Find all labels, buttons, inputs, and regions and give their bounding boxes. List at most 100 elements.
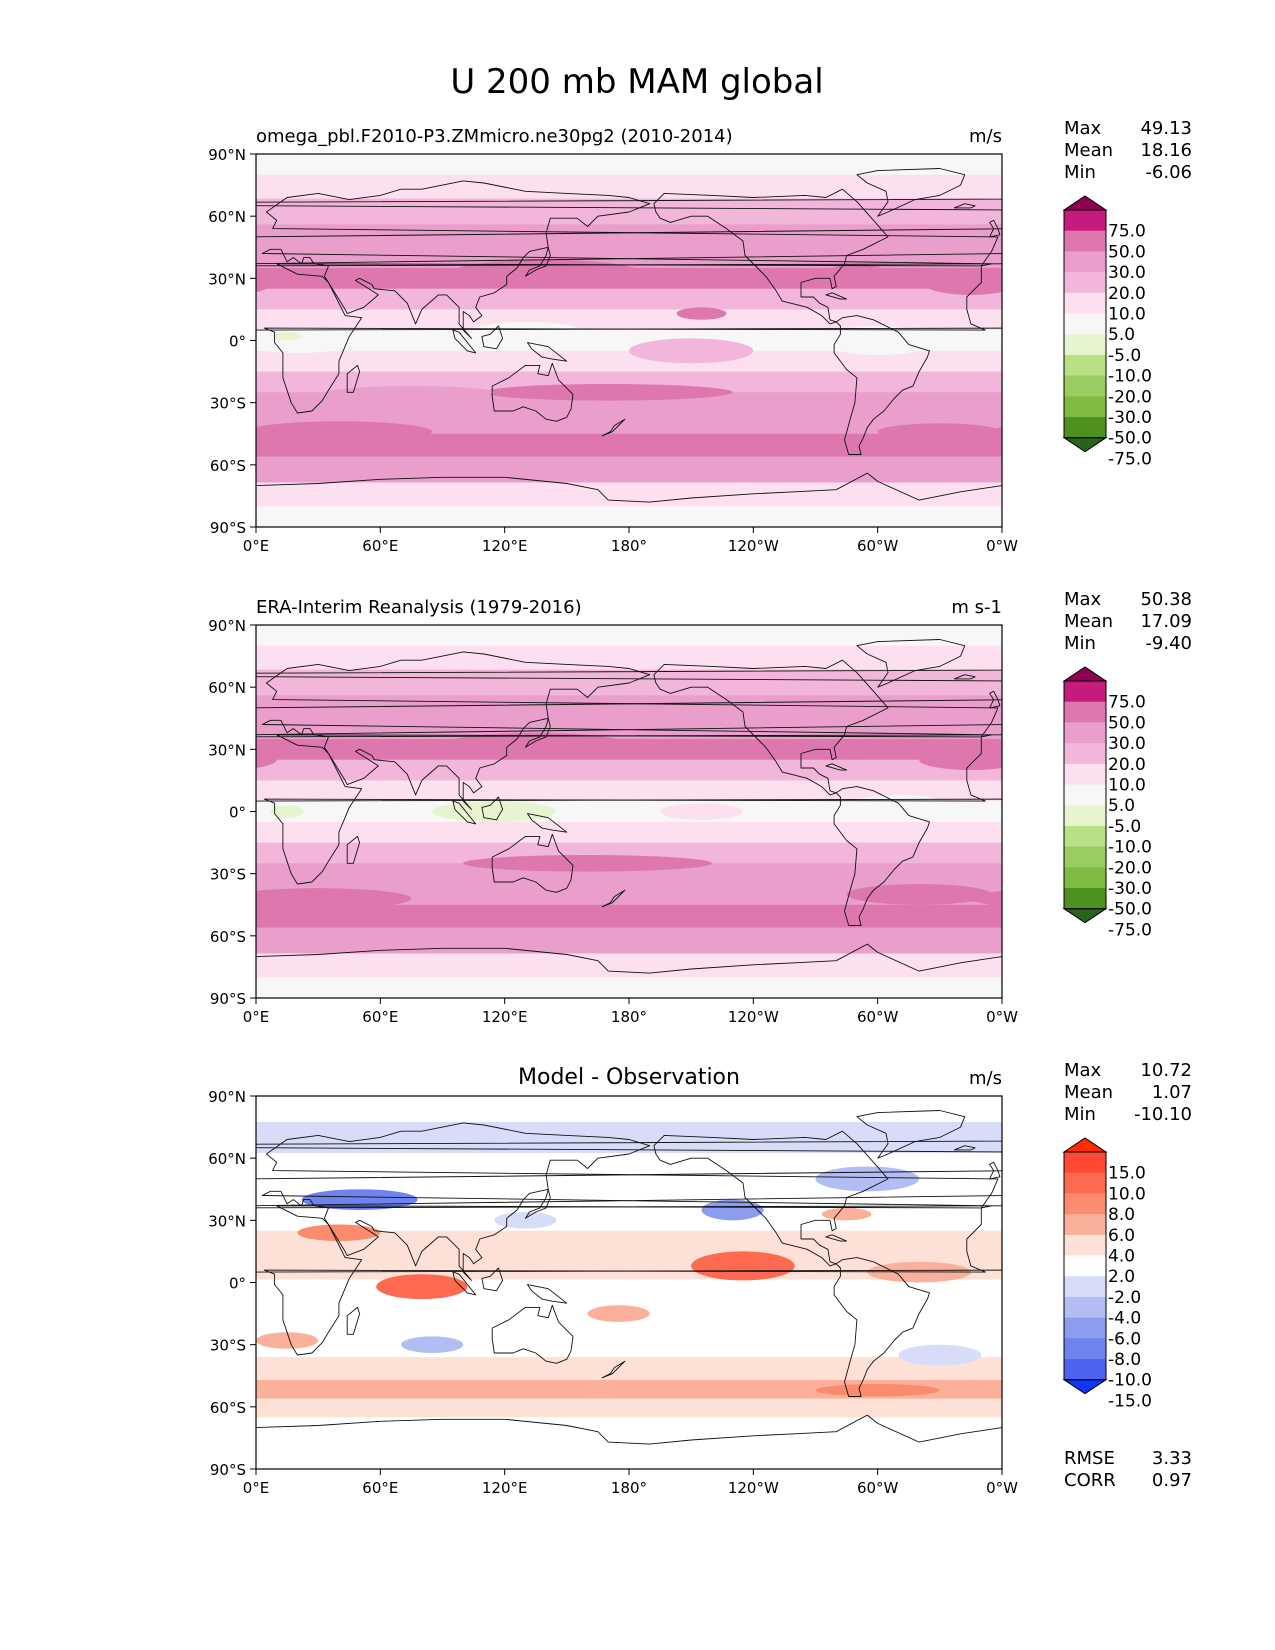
stat-value: -6.06: [1145, 162, 1192, 183]
contour-region: [401, 1336, 464, 1353]
panel-1-fill: [101, 625, 1275, 998]
colorbar-box: [1064, 888, 1106, 910]
japan-coastline: [524, 1188, 551, 1219]
panel-2-colorbar: 15.010.08.06.04.02.0-2.0-4.0-6.0-8.0-10.…: [1062, 1137, 1152, 1411]
contour-region: [463, 321, 588, 347]
africa-coastline: [263, 1205, 986, 1356]
lon-tick-label: 0°E: [243, 537, 270, 555]
sumatra-coastline: [452, 329, 477, 354]
latitude-band: [256, 977, 1002, 998]
colorbar-box: [1064, 1172, 1106, 1194]
latitude-band: [256, 821, 1002, 844]
lat-tick-label: 30°N: [208, 1212, 246, 1230]
sumatra-coastline: [452, 800, 477, 825]
lat-tick-label: 90°N: [208, 146, 246, 164]
colorbar-extend-bottom: [1062, 437, 1108, 453]
colorbar-box: [1064, 1152, 1106, 1174]
colorbar-box: [1064, 210, 1106, 232]
lon-tick-label: 0°W: [986, 537, 1018, 555]
lat-tick-label: 90°N: [208, 617, 246, 635]
colorbar-tick-label: -10.0: [1108, 838, 1152, 858]
contour-region: [1017, 805, 1050, 817]
colorbar-box: [1064, 1214, 1106, 1236]
contour-region: [272, 332, 302, 341]
stat-label: Max: [1064, 118, 1102, 139]
colorbar-tick-label: 4.0: [1108, 1247, 1135, 1267]
latitude-band: [256, 433, 1002, 458]
contour-region: [256, 1332, 319, 1349]
contour-region: [101, 884, 246, 905]
lat-tick-label: 0°: [229, 1275, 246, 1293]
contour-region: [846, 884, 992, 905]
latitude-band: [256, 154, 1002, 176]
africa-coastline: [263, 734, 986, 885]
eurasia-coastline: [261, 180, 999, 339]
colorbar-box: [1064, 375, 1106, 397]
latitude-band: [256, 330, 1002, 352]
colorbar-outline: [1063, 209, 1107, 439]
lat-tick-label: 0°: [229, 804, 246, 822]
antarctica-coastline: [256, 943, 1002, 998]
contour-region: [676, 307, 727, 320]
greenland-coastline: [856, 168, 966, 217]
latitude-band: [256, 267, 1002, 290]
colorbar-extend-top: [1062, 195, 1108, 211]
latitude-band: [256, 884, 1002, 906]
colorbar-box: [1064, 417, 1106, 439]
colorbar-tick-label: 10.0: [1108, 776, 1146, 796]
uk-coastline: [989, 690, 1001, 709]
contour-region: [74, 326, 190, 355]
panel-0-title: omega_pbl.F2010-P3.ZMmicro.ne30pg2 (2010…: [256, 126, 733, 147]
greenland-coastline: [856, 1110, 966, 1159]
latitude-band: [256, 456, 1002, 484]
lon-tick-label: 180°: [611, 537, 647, 555]
latitude-band: [256, 224, 1002, 248]
latitude-band: [256, 174, 1002, 200]
contour-region: [819, 325, 936, 356]
iceland-coastline: [953, 674, 976, 680]
madagascar-coastline: [346, 1306, 361, 1335]
contour-region: [1230, 384, 1275, 401]
latitude-band: [256, 718, 1002, 740]
uk-coastline: [989, 219, 1001, 238]
contour-region: [328, 386, 495, 399]
lon-tick-label: 0°E: [243, 1008, 270, 1026]
colorbar-outline: [1063, 680, 1107, 910]
latitude-band: [256, 350, 1002, 373]
stat-value: 1.07: [1152, 1082, 1192, 1103]
latitude-band: [256, 927, 1002, 955]
lat-tick-label: 60°N: [208, 1150, 246, 1168]
contour-region: [256, 751, 277, 768]
colorbar-tick-label: 20.0: [1108, 284, 1146, 304]
newguinea-coastline: [527, 813, 568, 833]
contour-region: [76, 1208, 126, 1220]
colorbar-extend-bottom: [1062, 908, 1108, 924]
latitude-band: [256, 482, 1002, 507]
contour-region: [825, 263, 889, 285]
lat-tick-label: 90°S: [210, 519, 246, 537]
contour-region: [1209, 322, 1275, 347]
latitude-band: [256, 695, 1002, 719]
contour-region: [898, 1344, 982, 1366]
panel-0-colorbar: 75.050.030.020.010.05.0-5.0-10.0-20.0-30…: [1062, 195, 1152, 469]
contour-region: [1147, 1336, 1209, 1353]
contour-region: [256, 421, 433, 443]
lat-tick-label: 30°S: [210, 1337, 246, 1355]
contour-region: [1178, 801, 1275, 822]
colorbar-tick-label: 30.0: [1108, 263, 1146, 283]
samerica-coastline: [833, 786, 930, 926]
colorbar-tick-label: 30.0: [1108, 734, 1146, 754]
namerica-coastline: [653, 659, 889, 796]
colorbar-tick-label: -15.0: [1108, 1391, 1152, 1411]
contour-region: [70, 1166, 174, 1191]
lon-tick-label: 120°W: [728, 1008, 779, 1026]
contour-region: [819, 738, 895, 760]
lon-tick-label: 180°: [611, 1479, 647, 1497]
panel-1-colorbar: 75.050.030.020.010.05.0-5.0-10.0-20.0-30…: [1062, 666, 1152, 940]
colorbar-box: [1064, 722, 1106, 744]
lat-tick-label: 30°S: [210, 866, 246, 884]
colorbar-box: [1064, 1193, 1106, 1215]
colorbar-box: [1064, 313, 1106, 335]
latitude-band: [256, 1121, 1002, 1154]
colorbar-box: [1064, 1317, 1106, 1339]
